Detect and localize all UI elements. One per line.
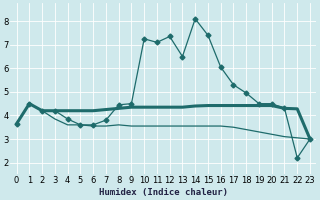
X-axis label: Humidex (Indice chaleur): Humidex (Indice chaleur) <box>99 188 228 197</box>
